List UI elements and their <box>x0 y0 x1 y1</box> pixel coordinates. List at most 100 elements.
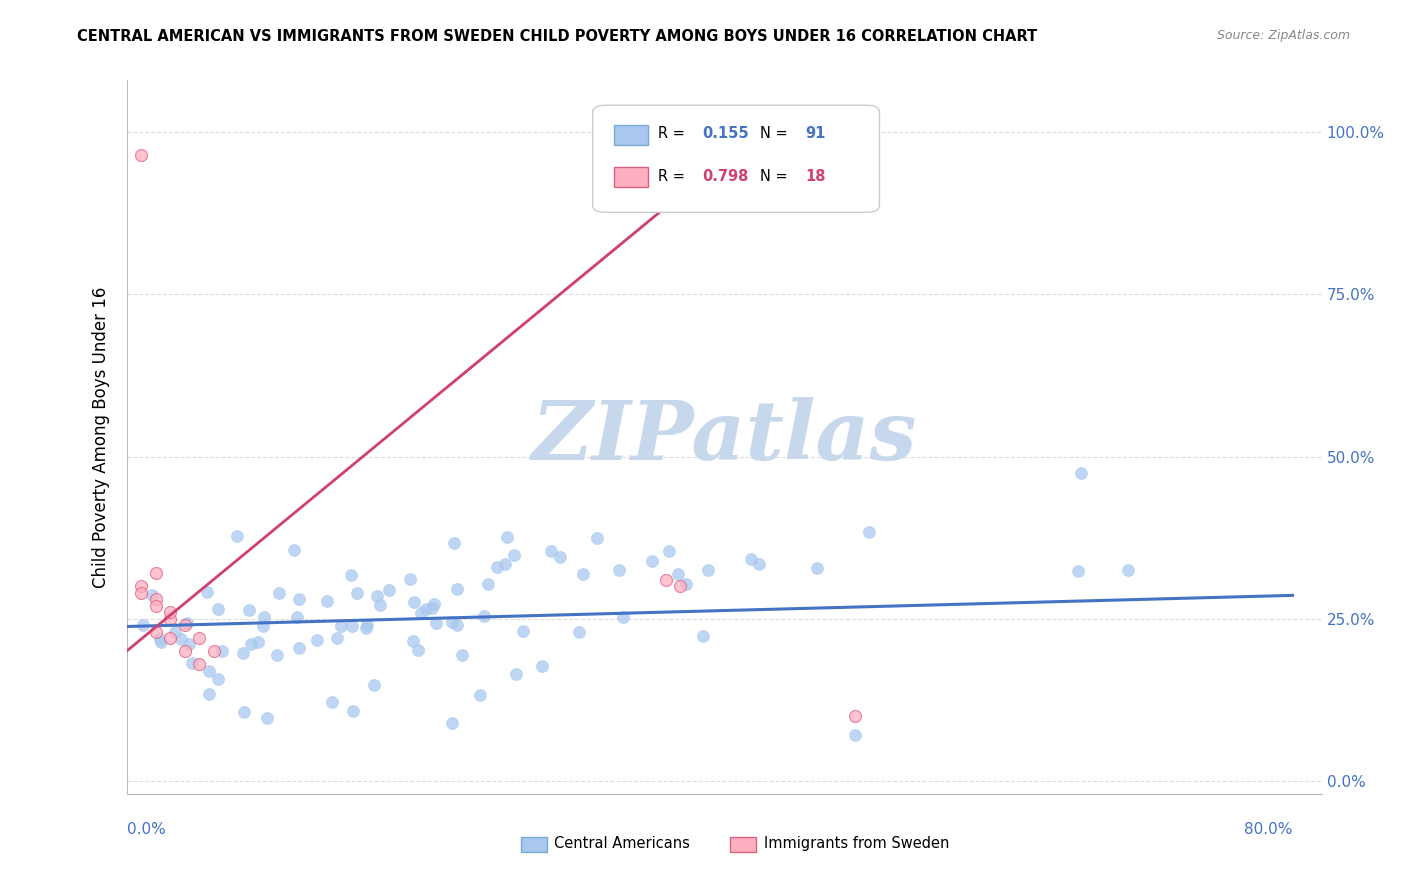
Text: CENTRAL AMERICAN VS IMMIGRANTS FROM SWEDEN CHILD POVERTY AMONG BOYS UNDER 16 COR: CENTRAL AMERICAN VS IMMIGRANTS FROM SWED… <box>77 29 1038 44</box>
Text: 80.0%: 80.0% <box>1244 822 1292 838</box>
Point <box>207 672 229 686</box>
Point <box>446 582 468 596</box>
Point <box>402 595 425 609</box>
Point <box>531 658 554 673</box>
Point <box>173 618 195 632</box>
Point <box>496 529 519 543</box>
Text: 91: 91 <box>806 127 825 141</box>
Point <box>406 643 429 657</box>
Point <box>159 631 181 645</box>
Point <box>356 617 378 632</box>
Point <box>669 579 692 593</box>
Point <box>675 577 697 591</box>
Point <box>176 615 198 630</box>
Point <box>149 632 172 647</box>
Point <box>472 609 495 624</box>
Text: N =: N = <box>759 169 792 184</box>
Point <box>858 524 880 539</box>
Point <box>330 618 353 632</box>
Point <box>612 609 634 624</box>
Text: Source: ZipAtlas.com: Source: ZipAtlas.com <box>1216 29 1350 42</box>
Point <box>425 615 447 630</box>
Point <box>188 631 211 645</box>
Point <box>748 557 770 571</box>
Point <box>177 637 200 651</box>
Point <box>287 591 309 606</box>
Bar <box>730 837 756 853</box>
Point <box>145 592 167 607</box>
Point <box>165 624 187 639</box>
Point <box>202 644 225 658</box>
Point <box>450 648 472 663</box>
FancyBboxPatch shape <box>593 105 880 212</box>
Text: R =: R = <box>658 169 690 184</box>
Point <box>145 624 167 639</box>
Point <box>340 619 363 633</box>
Point <box>806 561 828 575</box>
Point <box>342 704 364 718</box>
Point <box>354 621 377 635</box>
Point <box>378 583 401 598</box>
Point <box>366 589 388 603</box>
Point <box>232 646 254 660</box>
Point <box>321 695 343 709</box>
Point <box>316 594 339 608</box>
Point <box>198 664 221 678</box>
Text: N =: N = <box>759 127 792 141</box>
Point <box>195 585 218 599</box>
Point <box>696 563 718 577</box>
Point <box>363 678 385 692</box>
Point <box>145 599 167 613</box>
Y-axis label: Child Poverty Among Boys Under 16: Child Poverty Among Boys Under 16 <box>91 286 110 588</box>
Point <box>540 544 562 558</box>
Point <box>207 601 229 615</box>
Point <box>269 585 291 599</box>
Point <box>141 588 163 602</box>
Point <box>658 544 681 558</box>
Point <box>132 618 155 632</box>
Point <box>585 531 607 545</box>
Point <box>266 648 288 663</box>
Point <box>173 644 195 658</box>
Point <box>1070 466 1092 480</box>
Point <box>129 148 152 162</box>
Text: R =: R = <box>658 127 690 141</box>
Point <box>740 552 762 566</box>
Point <box>211 643 233 657</box>
Point <box>150 635 173 649</box>
Point <box>655 573 678 587</box>
Point <box>485 560 508 574</box>
Point <box>197 687 219 701</box>
Point <box>494 557 516 571</box>
Point <box>441 716 464 731</box>
Point <box>233 705 256 719</box>
Point <box>340 567 363 582</box>
Point <box>548 550 571 565</box>
Point <box>129 586 152 600</box>
Point <box>420 601 443 615</box>
Point <box>238 603 260 617</box>
Point <box>399 572 422 586</box>
Point <box>180 656 202 670</box>
Point <box>512 624 534 638</box>
Point <box>159 612 181 626</box>
Point <box>409 606 432 620</box>
Point <box>844 709 866 723</box>
Point <box>415 602 437 616</box>
Point <box>468 688 491 702</box>
Point <box>253 610 276 624</box>
Point <box>283 543 305 558</box>
Point <box>503 548 526 562</box>
Point <box>505 666 527 681</box>
Point <box>287 610 309 624</box>
Point <box>568 624 591 639</box>
Point <box>307 633 329 648</box>
Bar <box>520 837 547 853</box>
Point <box>402 634 425 648</box>
Point <box>145 566 167 581</box>
Text: 0.798: 0.798 <box>703 169 749 184</box>
Point <box>346 585 368 599</box>
Point <box>326 631 349 645</box>
Point <box>252 619 274 633</box>
Text: 18: 18 <box>806 169 825 184</box>
